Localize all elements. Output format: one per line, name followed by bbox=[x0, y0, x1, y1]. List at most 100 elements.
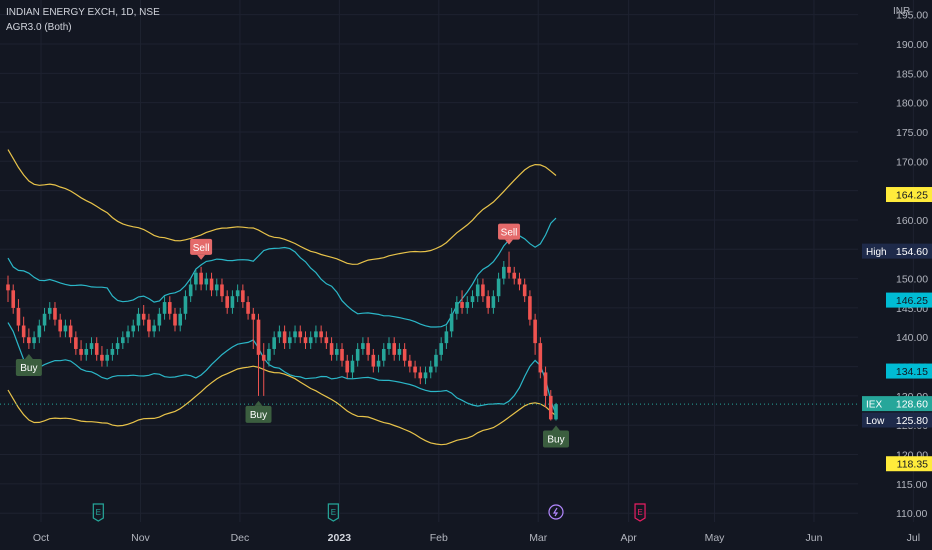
envelope-lower bbox=[7, 365, 557, 446]
sell-signal-label: Sell bbox=[501, 228, 518, 239]
earnings-icon bbox=[327, 503, 339, 522]
price-label: 128.60 bbox=[896, 399, 928, 411]
candle-body bbox=[496, 278, 501, 297]
y-tick-label: 195.00 bbox=[896, 10, 928, 22]
candle-body bbox=[486, 296, 490, 308]
candle-body bbox=[345, 360, 350, 373]
candle-body bbox=[204, 278, 209, 285]
candle-body bbox=[340, 348, 344, 361]
price-label: 134.15 bbox=[896, 366, 928, 378]
buy-signal bbox=[543, 430, 569, 448]
candle-body bbox=[251, 313, 256, 320]
candle-body bbox=[178, 313, 183, 326]
candle-body bbox=[225, 296, 229, 308]
currency-label: INR bbox=[893, 6, 911, 17]
candle-body bbox=[423, 372, 428, 379]
y-tick-label: 160.00 bbox=[896, 215, 928, 227]
price-label-box bbox=[886, 243, 932, 259]
bollinger-lower bbox=[7, 322, 557, 415]
sell-signal-pointer bbox=[505, 239, 514, 245]
candle-body bbox=[53, 307, 57, 320]
candle-body bbox=[303, 337, 308, 344]
envelope-upper bbox=[7, 149, 557, 265]
price-label-box bbox=[886, 456, 932, 472]
candle-body bbox=[387, 343, 391, 349]
candle-body bbox=[121, 337, 125, 344]
sell-signal bbox=[498, 223, 521, 240]
y-tick-label: 180.00 bbox=[896, 98, 928, 110]
candle-body bbox=[324, 337, 329, 344]
candle-body bbox=[465, 302, 470, 308]
candle-body bbox=[162, 302, 167, 314]
candle-body bbox=[267, 348, 271, 361]
candle-body bbox=[256, 319, 261, 355]
candle-body bbox=[548, 395, 553, 420]
candle-body bbox=[157, 313, 162, 326]
candle-body bbox=[21, 325, 26, 338]
x-tick-label: Jul bbox=[907, 532, 920, 544]
candle-body bbox=[371, 354, 376, 367]
price-label-box bbox=[886, 396, 932, 412]
candle-body bbox=[366, 343, 370, 355]
y-tick-label: 185.00 bbox=[896, 68, 928, 80]
candle-body bbox=[397, 348, 402, 355]
price-label-box bbox=[886, 363, 932, 379]
candle-body bbox=[68, 325, 73, 338]
candle-body bbox=[63, 325, 68, 332]
candle-body bbox=[241, 290, 245, 303]
candle-body bbox=[470, 296, 475, 303]
candle-body bbox=[350, 360, 355, 373]
candle-body bbox=[167, 302, 172, 314]
candle-body bbox=[141, 313, 146, 320]
candle-body bbox=[533, 319, 537, 344]
buy-signal-pointer bbox=[24, 353, 33, 359]
candle-body bbox=[84, 348, 89, 355]
indicator-title[interactable]: AGR3.0 (Both) bbox=[6, 22, 72, 33]
candle-body bbox=[209, 278, 214, 291]
sell-signal-label: Sell bbox=[193, 243, 210, 254]
candle-body bbox=[152, 325, 156, 332]
candle-body bbox=[361, 343, 365, 349]
price-label-prefix: High bbox=[866, 247, 887, 258]
buy-signal-pointer bbox=[254, 400, 263, 406]
candle-body bbox=[319, 331, 323, 338]
candle-body bbox=[528, 296, 532, 320]
candle-body bbox=[136, 313, 141, 326]
candle-body bbox=[460, 302, 464, 308]
candle-body bbox=[512, 272, 517, 279]
candle-body bbox=[32, 337, 36, 344]
x-tick-label: Mar bbox=[529, 532, 548, 544]
sell-signal bbox=[190, 238, 213, 255]
candle-body bbox=[434, 354, 438, 367]
candle-body bbox=[308, 337, 313, 344]
candle-body bbox=[94, 343, 99, 355]
symbol-title[interactable]: INDIAN ENERGY EXCH, 1D, NSE bbox=[6, 7, 160, 18]
candle-body bbox=[220, 284, 224, 297]
x-tick-label: Jun bbox=[805, 532, 822, 544]
candle-body bbox=[37, 325, 42, 338]
bollinger-upper bbox=[7, 217, 557, 328]
candle-body bbox=[449, 313, 454, 332]
bolt-icon bbox=[552, 507, 559, 517]
candle-body bbox=[272, 337, 276, 349]
candle-body bbox=[507, 266, 511, 273]
candle-body bbox=[444, 331, 449, 344]
price-label: 154.60 bbox=[896, 246, 928, 258]
earnings-letter: E bbox=[637, 508, 642, 517]
candle-body bbox=[100, 354, 104, 361]
candle-body bbox=[16, 307, 21, 326]
candle-body bbox=[6, 284, 10, 291]
candle-body bbox=[293, 331, 297, 338]
candle-body bbox=[194, 272, 198, 285]
buy-signal-label: Buy bbox=[547, 435, 564, 446]
buy-signal bbox=[15, 358, 42, 376]
candle-body bbox=[491, 296, 496, 308]
candle-body bbox=[183, 296, 188, 314]
candle-body bbox=[89, 343, 94, 349]
price-label-prefix-box bbox=[862, 243, 886, 259]
x-tick-label: Feb bbox=[430, 532, 448, 544]
y-tick-label: 115.00 bbox=[896, 479, 927, 491]
candle-body bbox=[110, 348, 115, 355]
